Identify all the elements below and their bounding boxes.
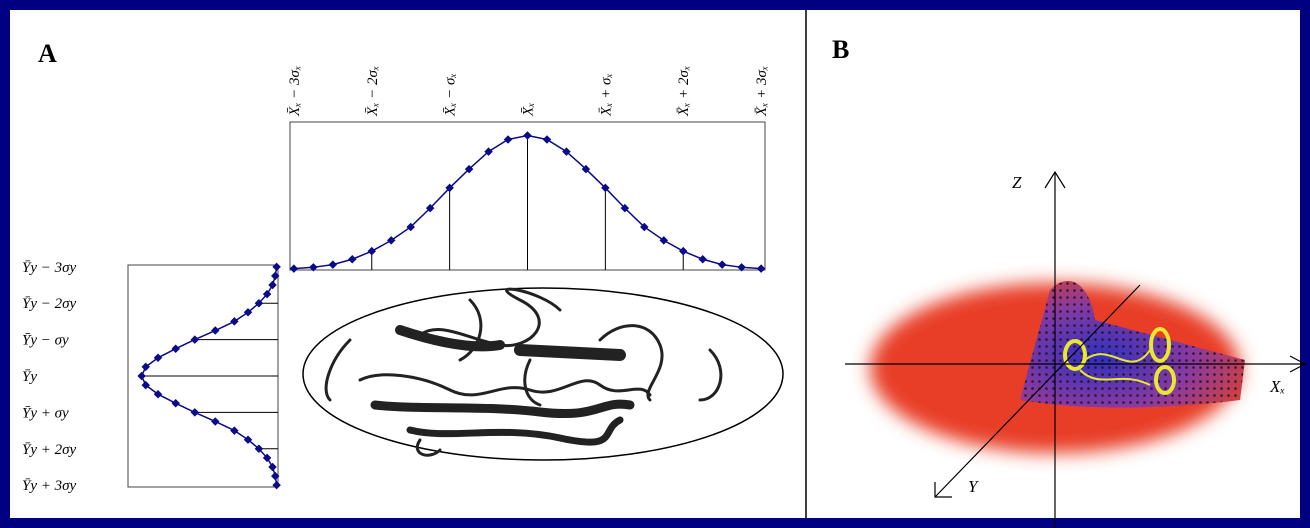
point [190, 408, 200, 417]
point [141, 362, 150, 372]
tick-label: Ȳy − 3σy [22, 260, 77, 276]
point [348, 254, 357, 264]
z-axis-label: Z [1012, 173, 1022, 192]
point [254, 298, 264, 308]
tick-label: Ȳy [22, 369, 37, 385]
point [243, 435, 253, 444]
tick-label: Ȳy + 3σy [22, 478, 77, 494]
point [153, 389, 163, 399]
point [309, 263, 318, 272]
point [386, 236, 396, 245]
point [367, 246, 377, 256]
protein-illustration [302, 287, 784, 461]
point [262, 453, 272, 463]
point [190, 335, 200, 344]
point [230, 426, 239, 435]
point [243, 308, 253, 317]
point [262, 289, 272, 299]
point [171, 344, 180, 353]
y-axis-label: Y [968, 477, 979, 496]
tick-label: X̄ₓ + 2σₓ [676, 66, 692, 117]
point [698, 254, 707, 264]
point [268, 280, 277, 290]
tick-label: Ȳy − 2σy [22, 296, 77, 312]
point [171, 399, 180, 408]
tick-label: X̄ₓ − 2σₓ [365, 66, 381, 117]
point [503, 135, 513, 144]
axes-3d [845, 170, 1307, 528]
point [211, 417, 220, 426]
tick-label: X̄ₓ − σₓ [443, 73, 459, 117]
point [254, 444, 264, 454]
x-axis-label: Xₓ [1269, 377, 1285, 396]
point [230, 317, 239, 326]
tick-label: X̄ₓ + 3σₓ [754, 66, 770, 117]
tick-label: Ȳy − σy [22, 333, 69, 349]
point [484, 147, 493, 156]
point [141, 380, 150, 390]
point [272, 262, 281, 272]
tick-label: X̄ₓ [521, 103, 537, 117]
point [717, 260, 727, 269]
point [737, 263, 746, 272]
point [137, 371, 146, 381]
point [425, 203, 435, 213]
point [211, 326, 220, 335]
point [153, 353, 163, 363]
point [271, 471, 280, 481]
tick-label: X̄ₓ + σₓ [598, 73, 614, 117]
point [756, 264, 766, 273]
tick-label: Ȳy + σy [22, 405, 69, 421]
point [268, 462, 277, 472]
point [271, 271, 280, 281]
point [464, 164, 474, 174]
panel-label: B [832, 35, 849, 64]
point [272, 480, 281, 490]
point [289, 264, 299, 273]
tick-label: Ȳy + 2σy [22, 442, 77, 458]
point [328, 260, 338, 269]
point [406, 222, 415, 232]
panel-label: A [38, 39, 57, 68]
point [445, 183, 454, 193]
tick-label: X̄ₓ − 3σₓ [287, 66, 303, 117]
